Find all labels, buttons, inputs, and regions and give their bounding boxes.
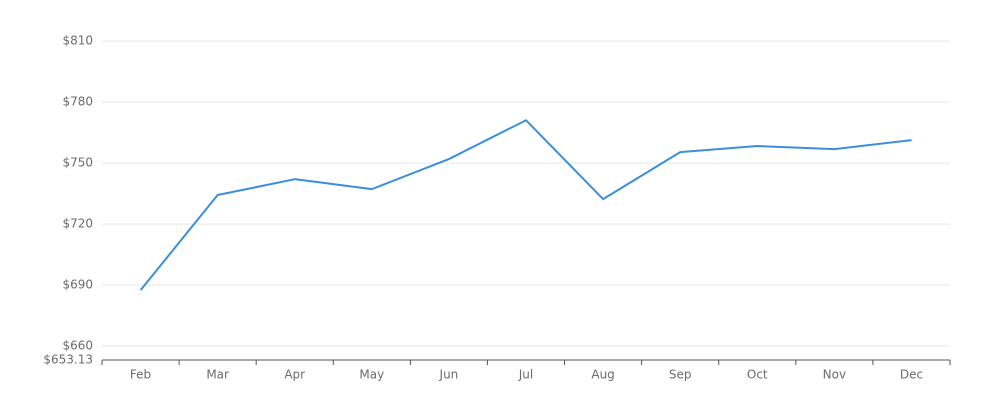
x-tick-label: Feb [130, 368, 151, 382]
y-tick-label: $810 [62, 34, 93, 48]
x-tick-label: Oct [747, 368, 768, 382]
y-tick-label: $720 [62, 217, 93, 231]
x-tick-label: Dec [900, 368, 923, 382]
x-tick-label: Nov [823, 368, 846, 382]
y-tick-label: $750 [62, 156, 93, 170]
line [139, 119, 912, 291]
x-tick-label: Aug [591, 368, 614, 382]
x-tick-label: Mar [206, 368, 229, 382]
y-tick-label: $780 [62, 95, 93, 109]
y-tick-label: $653.13 [43, 353, 93, 367]
y-tick-label: $660 [62, 339, 93, 353]
x-tick-label: Jul [518, 368, 533, 382]
y-tick-label: $690 [62, 278, 93, 292]
x-tick-label: Jun [439, 368, 459, 382]
x-tick-label: Apr [284, 368, 305, 382]
x-tick-label: Sep [669, 368, 692, 382]
x-tick-label: May [359, 368, 384, 382]
